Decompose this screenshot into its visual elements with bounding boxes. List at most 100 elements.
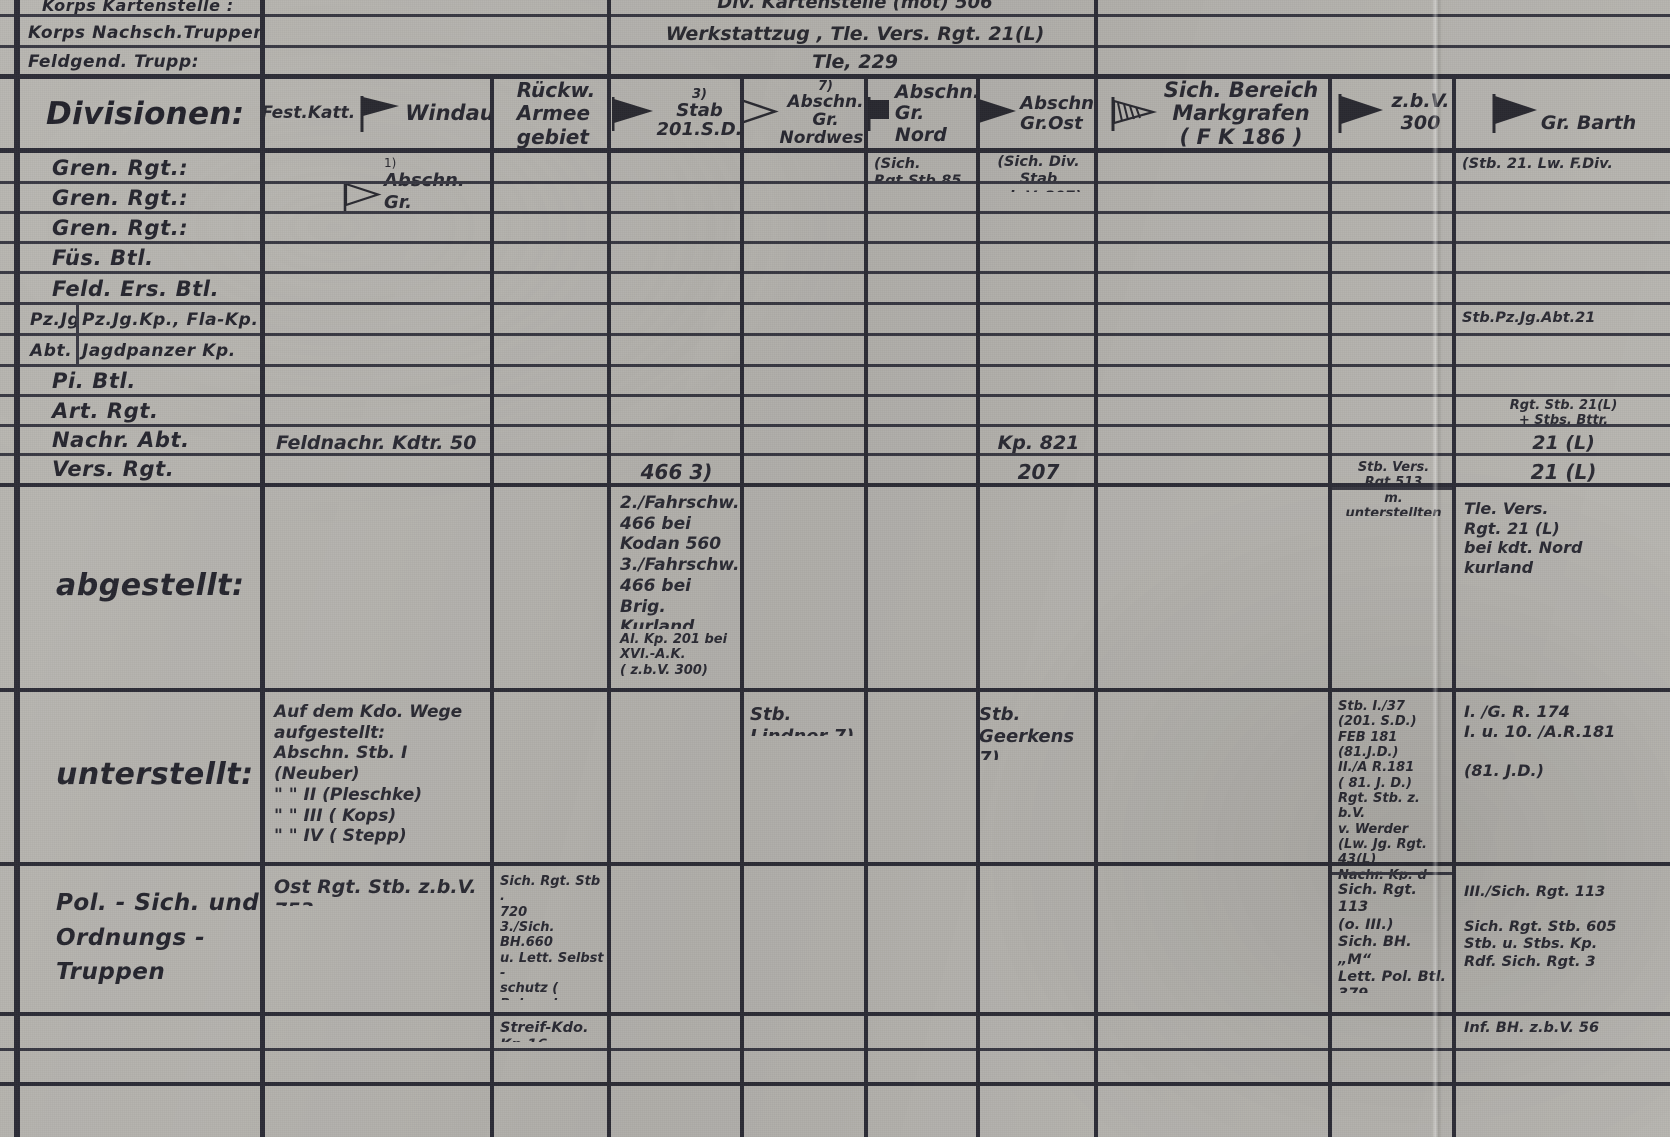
grid-line-v bbox=[1328, 74, 1332, 1137]
grid-line-v bbox=[260, 0, 265, 1137]
column-header-rueckw-label: Rückw. Armee gebiet bbox=[516, 78, 596, 149]
cell-korps-nachsch-truppen-value: Werkstattzug , Tle. Vers. Rgt. 21(L) bbox=[665, 23, 1045, 45]
flag-solid-icon bbox=[980, 93, 1019, 135]
grid-line-h bbox=[0, 74, 1670, 79]
row-label-nachr-abt: Nachr. Abt. bbox=[52, 428, 190, 452]
column-header-stab201-label: Stab 201.S.D. bbox=[656, 99, 741, 140]
cell-barth-gren-rgt-1[interactable]: (Stb. 21. Lw. F.Div. bbox=[1462, 156, 1613, 172]
row-label-feld-ers-btl: Feld. Ers. Btl. bbox=[52, 276, 220, 301]
row-label-pol-sich-ordnungs-truppen: Pol. - Sich. und Ordnungs - Truppen bbox=[56, 890, 260, 985]
row-label-unterstellt: unterstellt: bbox=[56, 756, 254, 792]
cell-windau-gren-rgt-1[interactable]: 1) Abschn. Gr. Südwest bbox=[264, 152, 492, 214]
cell-barth-vers-rgt[interactable]: 21 (L) bbox=[1530, 460, 1597, 484]
column-header-zbv-300[interactable]: z.b.V. 300 bbox=[1336, 78, 1454, 150]
column-header-sich-bereich-markgrafen[interactable]: Sich. Bereich Markgrafen ( F K 186 ) bbox=[1098, 78, 1330, 150]
column-header-nordwest-note: 7) bbox=[818, 79, 833, 95]
cell-stab201-vers-rgt[interactable]: 466 3) bbox=[640, 460, 713, 484]
cell-ost-unterstellt[interactable]: Stb. Geerkens 7) Stb. Löhr 7) bbox=[979, 704, 1075, 760]
header-row-label: Divisionen: bbox=[46, 96, 245, 132]
grid-line-h bbox=[0, 483, 1670, 487]
flag-black-icon bbox=[868, 93, 892, 135]
row-label-korps-nachsch-truppen: Korps Nachsch.Truppen bbox=[28, 23, 266, 43]
column-header-markgrafen-label: Sich. Bereich Markgrafen ( F K 186 ) bbox=[1163, 78, 1319, 149]
grid-line-h-internal-zbv300 bbox=[1330, 487, 1456, 490]
grid-line-h bbox=[0, 1012, 1670, 1016]
grid-line-h bbox=[0, 333, 1670, 336]
grid-line-v bbox=[976, 74, 980, 1137]
cell-windau-gren1-label: Abschn. Gr. Südwest bbox=[384, 170, 465, 214]
column-header-abschn-gr-nordwest[interactable]: 7) Abschn. Gr. Nordwest bbox=[742, 78, 866, 150]
column-header-gr-barth[interactable]: Gr. Barth bbox=[1456, 78, 1670, 150]
column-header-rueckw-armeegebiet[interactable]: Rückw. Armee gebiet bbox=[494, 78, 610, 150]
flag-outline-icon bbox=[342, 177, 382, 214]
flag-solid-icon bbox=[1336, 91, 1386, 137]
cell-stab201-abgestellt-small[interactable]: Al. Kp. 201 bei XVI.-A.K. ( z.b.V. 300) bbox=[620, 632, 728, 678]
grid-line-h bbox=[0, 302, 1670, 305]
flag-hatched-icon bbox=[1110, 93, 1158, 135]
cell-ost-vers-rgt[interactable]: 207 bbox=[1017, 460, 1060, 484]
cell-ost-gren-rgt-1[interactable]: (Sich. Div. Stab z.b.V. 207) bbox=[995, 154, 1081, 192]
grid-line-h bbox=[0, 364, 1670, 367]
grid-line-v bbox=[740, 74, 744, 1137]
grid-line-v-pzjg-split bbox=[76, 302, 79, 366]
cell-ost-nachr-abt[interactable]: Kp. 821 bbox=[997, 432, 1080, 454]
cell-barth-pzjg-kp[interactable]: Stb.Pz.Jg.Abt.21 bbox=[1462, 310, 1596, 326]
cell-windau-nachr-abt[interactable]: Feldnachr. Kdtr. 50 bbox=[276, 432, 477, 454]
row-label-art-rgt: Art. Rgt. bbox=[52, 399, 159, 423]
cell-barth-polsich[interactable]: III./Sich. Rgt. 113 Sich. Rgt. Stb. 605 … bbox=[1464, 884, 1617, 970]
grid-line-h bbox=[0, 453, 1670, 456]
grid-line-h bbox=[0, 424, 1670, 427]
cell-zbv300-unterstellt[interactable]: Stb. I./37 (201. S.D.) FEB 181 (81.J.D.)… bbox=[1338, 699, 1427, 880]
grid-line-v bbox=[1094, 0, 1098, 1137]
grid-line-h-internal-zbv300b bbox=[1330, 872, 1456, 875]
column-header-windau-label: Windau bbox=[405, 101, 492, 126]
grid-line-v bbox=[864, 74, 868, 1137]
cell-windau-unterstellt[interactable]: Auf dem Kdo. Wege aufgestellt: Abschn. S… bbox=[274, 702, 463, 847]
row-label-abt-prefix: Abt. bbox=[30, 340, 73, 361]
column-header-nordwest-label: Abschn. Gr. Nordwest bbox=[779, 92, 866, 148]
cell-rueckw-footer-1[interactable]: Streif-Kdo. Kp.16 bbox=[500, 1020, 589, 1042]
cell-windau-polsich[interactable]: Ost Rgt. Stb. z.b.V. 753 bbox=[274, 876, 477, 906]
row-label-feldgend-trupp: Feldgend. Trupp: bbox=[28, 52, 200, 72]
grid-line-h bbox=[0, 14, 1670, 17]
grid-line-h bbox=[0, 1082, 1670, 1086]
flag-solid-icon bbox=[1490, 91, 1540, 137]
cell-barth-footer-1[interactable]: Inf. BH. z.b.V. 56 bbox=[1464, 1020, 1600, 1036]
column-header-nord-label: Abschn. Gr. Nord bbox=[894, 81, 978, 146]
column-header-abschn-gr-ost[interactable]: Abschn. Gr.Ost bbox=[980, 78, 1096, 150]
cell-barth-unterstellt[interactable]: I. /G. R. 174 I. u. 10. /A.R.181 (81. J.… bbox=[1464, 702, 1616, 780]
grid-line-h bbox=[0, 271, 1670, 274]
row-label-gren-rgt-2: Gren. Rgt.: bbox=[52, 186, 189, 210]
column-header-ost-label: Abschn. Gr.Ost bbox=[1020, 92, 1096, 134]
row-label-abgestellt: abgestellt: bbox=[56, 568, 245, 603]
column-header-abschn-gr-nord[interactable]: Abschn. Gr. Nord bbox=[868, 78, 978, 150]
grid-line-v bbox=[607, 0, 611, 1137]
grid-line-h bbox=[0, 45, 1670, 48]
grid-line-v-left-edge bbox=[14, 0, 20, 1137]
grid-line-h bbox=[0, 241, 1670, 244]
grid-line-h bbox=[0, 862, 1670, 866]
flag-solid-icon bbox=[612, 93, 656, 135]
cell-zbv300-polsich[interactable]: Sich. Rgt. 113 (o. III.) Sich. BH. „M“ L… bbox=[1338, 882, 1447, 993]
grid-line-v bbox=[490, 74, 494, 1137]
grid-line-v bbox=[1452, 74, 1456, 1137]
cell-barth-abgestellt[interactable]: Tle. Vers. Rgt. 21 (L) bei kdt. Nord kur… bbox=[1464, 499, 1583, 577]
cell-barth-art-rgt[interactable]: Rgt. Stb. 21(L) + Stbs. Bttr. bbox=[1509, 398, 1618, 428]
cell-nordwest-unterstellt[interactable]: Stb. Lindner 7) bbox=[750, 704, 854, 736]
grid-line-h bbox=[0, 181, 1670, 184]
cell-barth-nachr-abt[interactable]: 21 (L) bbox=[1532, 432, 1595, 454]
grid-line-h bbox=[0, 211, 1670, 214]
column-header-windau-prefix: Fest.Katt. bbox=[264, 103, 356, 124]
column-header-stab-201sd[interactable]: 3) Stab 201.S.D. bbox=[612, 78, 740, 150]
cell-nord-gren-rgt-1[interactable]: (Sich. Rgt.Stb.85 bbox=[874, 156, 962, 182]
column-header-barth-label: Gr. Barth bbox=[1540, 111, 1637, 134]
cell-windau-gren1-note: 1) bbox=[384, 156, 397, 170]
grid-line-h bbox=[0, 1048, 1670, 1051]
grid-line-h bbox=[0, 148, 1670, 153]
cell-stab201-abgestellt[interactable]: 2./Fahrschw. 466 bei Kodan 560 3./Fahrsc… bbox=[620, 493, 740, 629]
row-label-pzjg-prefix: Pz.Jg. bbox=[30, 309, 78, 330]
cell-rueckw-polsich[interactable]: Sich. Rgt. Stb . 720 3./Sich. BH.660 u. … bbox=[500, 874, 604, 1000]
column-header-windau[interactable]: Fest.Katt. Windau bbox=[264, 78, 492, 150]
flag-solid-icon bbox=[358, 94, 402, 134]
